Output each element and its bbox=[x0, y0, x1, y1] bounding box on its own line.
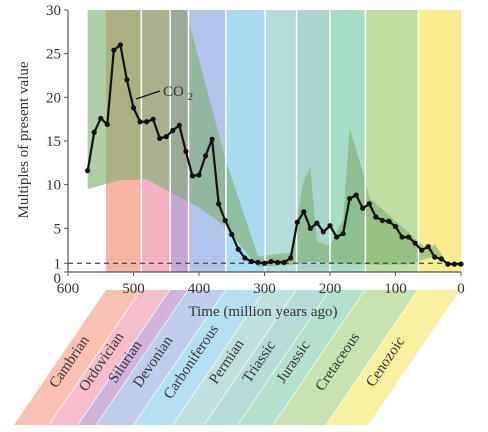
co2-point bbox=[275, 259, 281, 265]
co2-point bbox=[163, 134, 169, 140]
co2-point bbox=[235, 246, 241, 252]
x-tick-label: 500 bbox=[122, 281, 145, 297]
x-axis-title: Time (million years ago) bbox=[188, 304, 337, 320]
co2-series bbox=[85, 42, 464, 267]
co2-point bbox=[189, 173, 196, 179]
x-tick-label: 100 bbox=[384, 281, 407, 297]
co2-point bbox=[399, 234, 405, 240]
co2-point bbox=[130, 105, 137, 111]
co2-point bbox=[360, 205, 366, 211]
co2-point bbox=[85, 168, 91, 174]
period-slant-cretaceous bbox=[273, 290, 419, 425]
co2-point bbox=[419, 247, 425, 253]
y-tick-label: 25 bbox=[46, 47, 61, 63]
co2-point bbox=[438, 256, 444, 262]
co2-point bbox=[386, 218, 392, 224]
co2-point bbox=[366, 201, 372, 207]
co2-point bbox=[222, 217, 228, 224]
period-slant-divider bbox=[368, 289, 462, 426]
co2-point bbox=[261, 260, 268, 266]
series-label-leader bbox=[135, 90, 161, 100]
co2-point bbox=[281, 259, 287, 265]
period-slant-devonian bbox=[96, 290, 226, 425]
period-slant-bands bbox=[13, 289, 462, 426]
co2-point bbox=[104, 121, 110, 128]
co2-point bbox=[196, 172, 202, 178]
y-tick-label: 20 bbox=[46, 90, 61, 106]
period-slant-cambrian bbox=[13, 290, 142, 425]
co2-point bbox=[150, 116, 156, 122]
y-axis-title: Multiples of present value bbox=[16, 61, 32, 218]
period-slant-cenozoic bbox=[326, 290, 461, 425]
co2-point bbox=[255, 259, 261, 265]
co2-point bbox=[327, 223, 333, 229]
period-slant-ordovician bbox=[49, 290, 171, 425]
period-band-cenozoic bbox=[418, 10, 461, 272]
period-slant-triassic bbox=[204, 290, 330, 425]
co2-point bbox=[320, 229, 327, 235]
period-slant-silurian bbox=[78, 290, 189, 425]
co2-point bbox=[347, 196, 353, 202]
y-tick-label: 5 bbox=[54, 221, 62, 237]
period-slant-jurassic bbox=[238, 290, 366, 425]
x-tick-label: 200 bbox=[319, 281, 342, 297]
co2-point bbox=[268, 258, 274, 265]
period-slant-carboniferous bbox=[133, 290, 266, 425]
co2-point bbox=[406, 234, 412, 240]
co2-point bbox=[91, 129, 97, 135]
co2-point bbox=[340, 230, 346, 237]
x-tick-label: 0 bbox=[457, 281, 465, 297]
y-tick-label: 0 bbox=[54, 271, 62, 287]
co2-point bbox=[209, 136, 215, 142]
y-tick-label: 15 bbox=[46, 134, 61, 150]
co2-point bbox=[170, 127, 176, 134]
co2-point bbox=[124, 77, 130, 83]
co2-point bbox=[202, 153, 209, 159]
co2-point bbox=[333, 234, 340, 240]
y-tick-label: 10 bbox=[46, 178, 61, 194]
co2-point bbox=[425, 244, 431, 250]
period-slant-permian bbox=[173, 290, 297, 425]
co2-point bbox=[432, 254, 438, 260]
co2-point bbox=[301, 209, 307, 215]
co2-point bbox=[445, 261, 451, 267]
period-divider-lines bbox=[140, 10, 420, 272]
co2-point bbox=[458, 261, 464, 267]
co2-point bbox=[98, 115, 104, 121]
co2-point bbox=[451, 261, 458, 267]
x-tick-label: 300 bbox=[253, 281, 276, 297]
co2-point bbox=[248, 258, 254, 265]
co2-point bbox=[288, 255, 294, 261]
co2-point bbox=[353, 192, 359, 198]
y-tick-label: 30 bbox=[46, 3, 61, 19]
co2-point bbox=[314, 220, 320, 226]
co2-point bbox=[373, 214, 379, 220]
co2-point bbox=[229, 231, 235, 238]
co2-point bbox=[412, 240, 418, 246]
y-tick-label: 1 bbox=[54, 256, 62, 272]
series-label-subscript: 2 bbox=[188, 91, 194, 103]
co2-point bbox=[379, 217, 385, 224]
series-label-co2-text: CO bbox=[163, 84, 184, 100]
co2-point bbox=[176, 122, 182, 128]
co2-point bbox=[117, 42, 123, 48]
period-band-permian bbox=[265, 10, 297, 272]
co2-point bbox=[137, 119, 143, 125]
co2-point bbox=[216, 201, 222, 207]
x-tick-label: 400 bbox=[188, 281, 211, 297]
co2-line bbox=[86, 43, 461, 266]
co2-point bbox=[111, 47, 117, 53]
co2-point bbox=[144, 119, 150, 125]
co2-point bbox=[294, 219, 300, 225]
co2-point bbox=[307, 225, 313, 231]
co2-point bbox=[183, 148, 189, 155]
series-label-co2: CO 2 bbox=[163, 84, 193, 103]
co2-point bbox=[242, 255, 248, 261]
x-tick-label: 600 bbox=[57, 281, 80, 297]
co2-point bbox=[392, 223, 399, 230]
co2-point bbox=[157, 135, 163, 141]
